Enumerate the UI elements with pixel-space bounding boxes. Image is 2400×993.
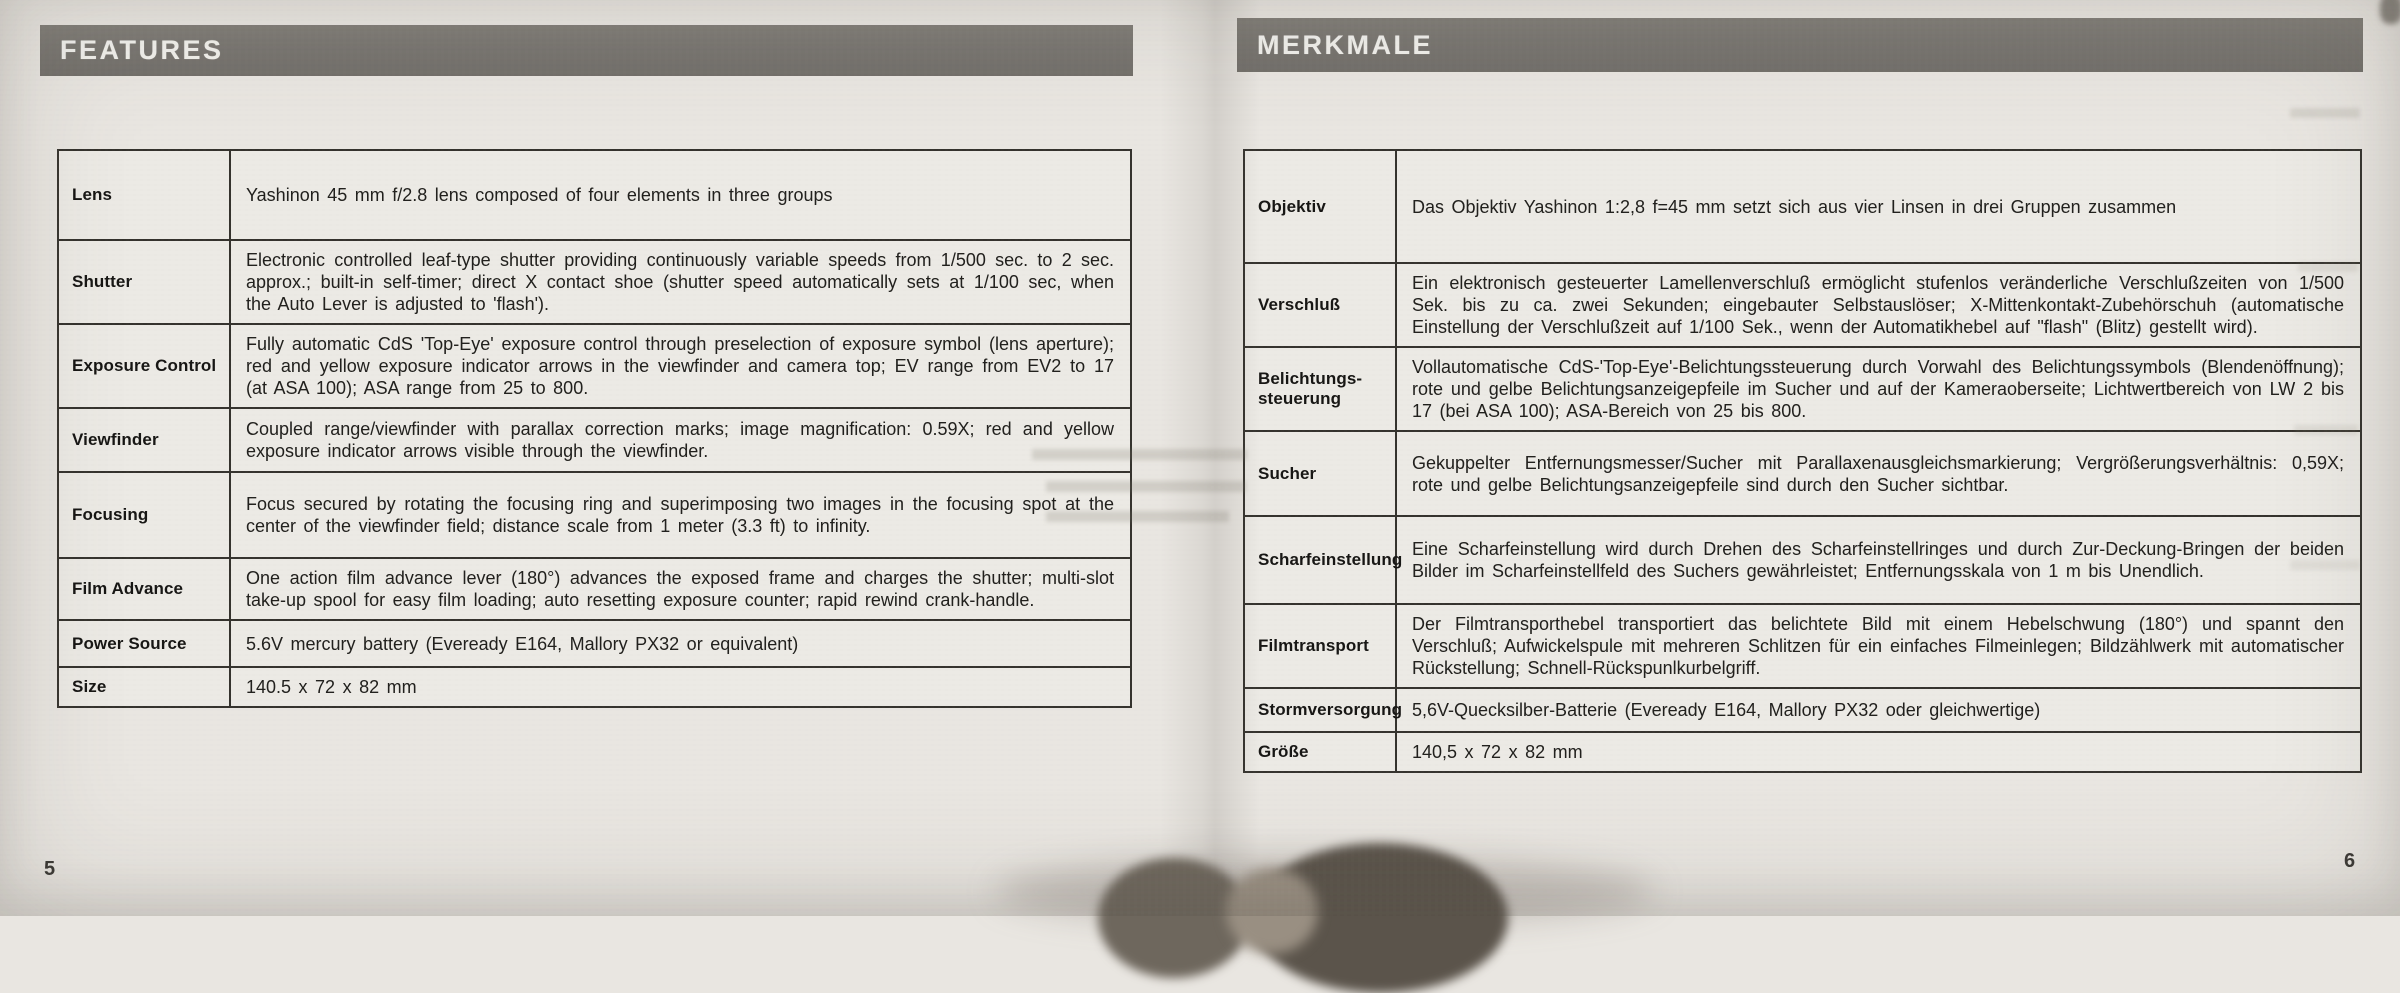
spec-value-cell: 5,6V-Quecksilber-Batterie (Eveready E164… — [1395, 687, 2362, 733]
page-title: FEATURES — [40, 25, 1133, 76]
table-row: Stormversorgung 5,6V-Quecksilber-Batteri… — [1243, 687, 2362, 733]
bleedthrough-text-artifact — [2290, 108, 2360, 118]
spec-label-cell: Shutter — [57, 239, 231, 325]
table-row: Size 140.5 x 72 x 82 mm — [57, 666, 1132, 708]
scan-shadow-blob — [1226, 868, 1318, 954]
manual-page-merkmale: MERKMALE Objektiv Das Objektiv Yashinon … — [1190, 0, 2400, 916]
bleedthrough-text-artifact — [2298, 262, 2358, 272]
spec-value-cell: 5.6V mercury battery (Eveready E164, Mal… — [229, 619, 1132, 668]
spec-value-cell: Electronic controlled leaf-type shutter … — [229, 239, 1132, 325]
spec-label-cell: Verschluß — [1243, 262, 1397, 348]
page-number-left: 5 — [44, 858, 56, 880]
manual-page-features: FEATURES Lens Yashinon 45 mm f/2.8 lens … — [0, 0, 1190, 916]
table-row: Größe 140,5 x 72 x 82 mm — [1243, 731, 2362, 773]
spec-label-cell: Filmtransport — [1243, 603, 1397, 689]
table-row: Power Source 5.6V mercury battery (Evere… — [57, 619, 1132, 668]
bleedthrough-text-artifact — [2294, 425, 2358, 435]
features-spec-table: Lens Yashinon 45 mm f/2.8 lens composed … — [57, 149, 1132, 708]
page-title-text: FEATURES — [60, 35, 224, 65]
spec-value-cell: 140.5 x 72 x 82 mm — [229, 666, 1132, 708]
page-title-text: MERKMALE — [1257, 29, 1433, 60]
page-number-right: 6 — [2344, 850, 2356, 872]
spec-label-cell: Lens — [57, 149, 231, 241]
bleedthrough-text-artifact — [2290, 560, 2360, 570]
scan-edge-artifact — [2380, 0, 2400, 24]
table-row: Objektiv Das Objektiv Yashinon 1:2,8 f=4… — [1243, 149, 2362, 264]
spec-value-cell: Der Filmtransporthebel transportiert das… — [1395, 603, 2362, 689]
spec-label-cell: Power Source — [57, 619, 231, 668]
spec-value-cell: Gekuppelter Entfernungsmesser/Sucher mit… — [1395, 430, 2362, 517]
spec-label-cell: Größe — [1243, 731, 1397, 773]
spec-value-cell: 140,5 x 72 x 82 mm — [1395, 731, 2362, 773]
table-row: Belichtungs-steuerung Vollautomatische C… — [1243, 346, 2362, 432]
table-row: Focusing Focus secured by rotating the f… — [57, 471, 1132, 559]
table-row: Viewfinder Coupled range/viewfinder with… — [57, 407, 1132, 473]
spec-value-cell: Das Objektiv Yashinon 1:2,8 f=45 mm setz… — [1395, 149, 2362, 264]
table-row: Lens Yashinon 45 mm f/2.8 lens composed … — [57, 149, 1132, 241]
spec-value-cell: Ein elektronisch gesteuerter Lamellenver… — [1395, 262, 2362, 348]
spec-label-cell: Size — [57, 666, 231, 708]
table-row: Verschluß Ein elektronisch gesteuerter L… — [1243, 262, 2362, 348]
spec-label-cell: Exposure Control — [57, 323, 231, 409]
spec-value-cell: One action film advance lever (180°) adv… — [229, 557, 1132, 621]
merkmale-spec-table: Objektiv Das Objektiv Yashinon 1:2,8 f=4… — [1243, 149, 2362, 773]
spec-label-cell: Film Advance — [57, 557, 231, 621]
bleedthrough-text-artifact — [1032, 449, 1247, 460]
spec-value-cell: Focus secured by rotating the focusing r… — [229, 471, 1132, 559]
bleedthrough-text-artifact — [1046, 511, 1229, 522]
spec-label-cell: Sucher — [1243, 430, 1397, 517]
spec-label-cell: Viewfinder — [57, 407, 231, 473]
page-title: MERKMALE — [1237, 18, 2363, 72]
spec-value-cell: Fully automatic CdS 'Top-Eye' exposure c… — [229, 323, 1132, 409]
spec-value-cell: Eine Scharfeinstellung wird durch Drehen… — [1395, 515, 2362, 605]
spec-label-cell: Belichtungs-steuerung — [1243, 346, 1397, 432]
table-row: Exposure Control Fully automatic CdS 'To… — [57, 323, 1132, 409]
spec-label-cell: Focusing — [57, 471, 231, 559]
spec-label-cell: Stormversorgung — [1243, 687, 1402, 733]
table-row: Sucher Gekuppelter Entfernungsmesser/Suc… — [1243, 430, 2362, 517]
bleedthrough-text-artifact — [1046, 481, 1246, 492]
table-row: Filmtransport Der Filmtransporthebel tra… — [1243, 603, 2362, 689]
table-row: Film Advance One action film advance lev… — [57, 557, 1132, 621]
spec-label-cell: Objektiv — [1243, 149, 1397, 264]
spec-value-cell: Vollautomatische CdS-'Top-Eye'-Belichtun… — [1395, 346, 2362, 432]
spec-value-cell: Coupled range/viewfinder with parallax c… — [229, 407, 1132, 473]
spec-value-cell: Yashinon 45 mm f/2.8 lens composed of fo… — [229, 149, 1132, 241]
spec-label-cell: Scharfeinstellung — [1243, 515, 1402, 605]
table-row: Shutter Electronic controlled leaf-type … — [57, 239, 1132, 325]
table-row: Scharfeinstellung Eine Scharfeinstellung… — [1243, 515, 2362, 605]
